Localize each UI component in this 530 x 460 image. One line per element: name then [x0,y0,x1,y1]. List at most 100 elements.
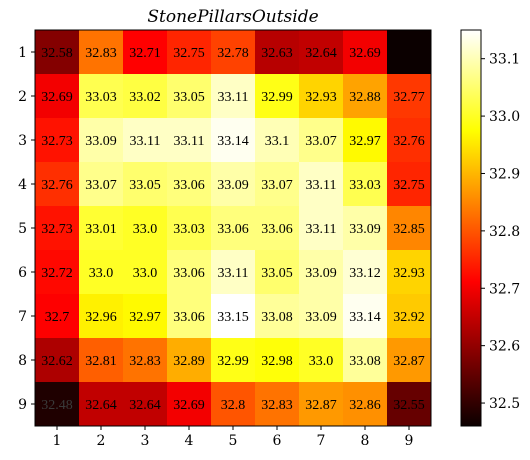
heatmap-cell [343,74,388,119]
cell-value-label: 33.15 [217,310,249,325]
heatmap-cell [167,250,212,295]
cell-value-label: 32.85 [393,222,425,237]
cell-value-label: 32.64 [129,398,161,413]
heatmap-cell [79,206,124,251]
heatmap-cell-labels: 32.58 32.83 32.71 32.75 32.78 32.63 32.64 32.69… [41,46,425,413]
cell-value-label: 32.78 [217,46,249,61]
y-tick-label: 6 [18,265,27,281]
heatmap-cell [211,382,256,427]
cell-value-label: 33.09 [217,178,249,193]
cell-value-label: 32.89 [173,354,205,369]
y-tick-label: 4 [18,177,27,193]
heatmap-cell [123,250,168,295]
heatmap-cell [123,206,168,251]
cell-value-label: 33.05 [129,178,161,193]
heatmap-cell [167,382,212,427]
heatmap-cell [387,162,432,207]
heatmap-cell [255,250,300,295]
heatmap-cell [123,338,168,383]
heatmap-cell [79,294,124,339]
cell-value-label: 32.86 [349,398,381,413]
heatmap-cell [123,30,168,75]
heatmap-cell [167,74,212,119]
x-tick-label: 5 [229,433,238,449]
cell-value-label: 33.11 [174,134,205,149]
cell-value-label: 33.07 [261,178,293,193]
heatmap-cell [255,206,300,251]
cell-value-label: 33.06 [173,178,205,193]
heatmap-cell [343,294,388,339]
heatmap-cell [211,162,256,207]
heatmap-cell [343,382,388,427]
cell-value-label: 33.03 [173,222,205,237]
heatmap-cell [35,338,80,383]
cell-value-label: 33.0 [89,266,114,281]
heatmap-cell [35,382,80,427]
heatmap-cell [35,250,80,295]
cell-value-label: 32.76 [393,134,425,149]
cell-value-label: 32.99 [261,90,293,105]
colorbar-tick-label: 32.7 [489,281,520,297]
heatmap-cell [387,74,432,119]
cell-value-label: 33.07 [305,134,337,149]
cell-value-label: 32.63 [261,46,293,61]
heatmap-cell [255,118,300,163]
heatmap-cell [343,30,388,75]
x-axis-ticks: 1 2 3 4 5 6 7 8 9 [53,426,413,449]
heatmap-cell [167,162,212,207]
cell-value-label: 33.0 [133,222,158,237]
heatmap-cell [79,30,124,75]
cell-value-label: 33.05 [261,266,293,281]
y-tick-label: 3 [18,133,27,149]
cell-value-label: 32.55 [393,398,425,413]
colorbar-tick-label: 32.5 [489,396,520,412]
cell-value-label: 33.03 [349,178,381,193]
heatmap-cell [123,118,168,163]
heatmap-cell [79,118,124,163]
heatmap-cell [255,382,300,427]
heatmap-cell [299,162,344,207]
cell-value-label: 32.73 [41,134,73,149]
heatmap-cell [123,294,168,339]
cell-value-label: 32.83 [129,354,161,369]
heatmap-cell [167,30,212,75]
cell-value-label: 33.11 [218,90,249,105]
heatmap-cell [387,206,432,251]
heatmap-cell [79,162,124,207]
x-tick-label: 6 [273,433,282,449]
cell-value-label: 32.75 [393,178,425,193]
cell-value-label: 33.09 [85,134,117,149]
heatmap-cell [299,74,344,119]
cell-value-label: 32.93 [305,90,337,105]
cell-value-label: 32.71 [129,46,161,61]
cell-value-label: 32.72 [41,266,73,281]
x-tick-label: 7 [317,433,326,449]
colorbar-tick-label: 33.1 [489,52,520,68]
cell-value-label: 32.48 [41,398,73,413]
heatmap-cell [299,206,344,251]
heatmap-cell [299,118,344,163]
cell-value-label: 33.14 [349,310,381,325]
cell-value-label: 32.58 [41,46,73,61]
heatmap-cell [343,118,388,163]
cell-value-label: 32.8 [221,398,246,413]
heatmap-cell [255,338,300,383]
heatmap-cell [255,294,300,339]
heatmap-cell [167,206,212,251]
cell-value-label: 32.87 [393,354,425,369]
heatmap-cell [343,162,388,207]
cell-value-label: 32.75 [173,46,205,61]
cell-value-label: 33.12 [349,266,381,281]
cell-value-label: 32.97 [349,134,381,149]
cell-value-label: 33.14 [217,134,249,149]
cell-value-label: 33.03 [85,90,117,105]
cell-value-label: 32.83 [85,46,117,61]
cell-value-label: 33.06 [217,222,249,237]
cell-value-label: 33.08 [261,310,293,325]
cell-value-label: 33.08 [349,354,381,369]
cell-value-label: 33.0 [309,354,334,369]
heatmap-cell [35,74,80,119]
cell-value-label: 32.81 [85,354,117,369]
y-tick-label: 2 [18,89,27,105]
